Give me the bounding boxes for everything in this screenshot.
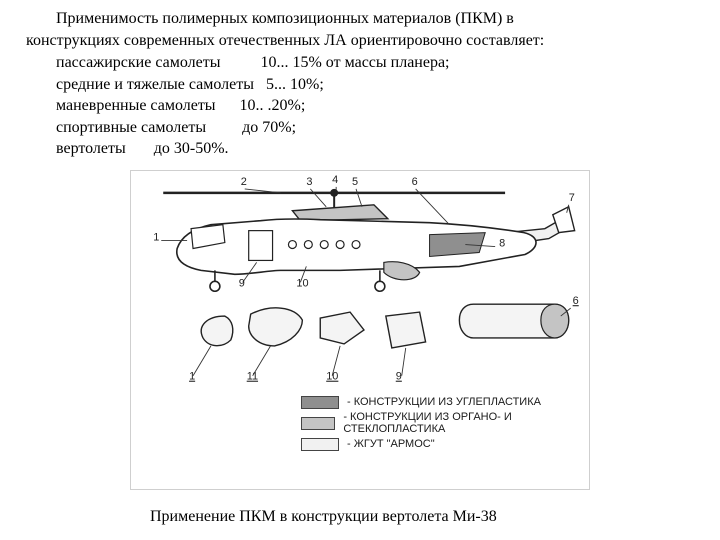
callout-number: 9: [239, 277, 245, 289]
intro-line-2: конструкциях современных отечественных Л…: [26, 30, 696, 52]
callout-number: 6: [412, 176, 418, 188]
detail-cowl_cover: [249, 308, 303, 346]
callout-line: [193, 346, 211, 376]
intro-paragraph: Применимость полимерных композиционных м…: [26, 8, 696, 51]
callout-number: 10: [326, 371, 338, 383]
detail-panel: [386, 312, 426, 348]
callout-number: 10: [296, 277, 308, 289]
list-item: маневренные самолеты 10.. .20%;: [56, 95, 450, 117]
callout-number: 7: [569, 192, 575, 204]
legend-row: - КОНСТРУКЦИИ ИЗ УГЛЕПЛАСТИКА: [301, 393, 589, 411]
figure-frame: 123456789101111096 - КОНСТРУКЦИИ ИЗ УГЛЕ…: [130, 170, 590, 490]
list-item: вертолеты до 30-50%.: [56, 138, 450, 160]
gear-wheel: [210, 281, 220, 291]
legend: - КОНСТРУКЦИИ ИЗ УГЛЕПЛАСТИКА - КОНСТРУКЦ…: [301, 393, 589, 456]
callout-number: 11: [247, 371, 258, 383]
legend-swatch: [301, 438, 339, 451]
callout-line: [356, 189, 362, 207]
detail-nose_cone: [201, 316, 233, 346]
callout-line: [310, 189, 326, 207]
list-item: спортивные самолеты до 70%;: [56, 117, 450, 139]
callout-number: 8: [499, 238, 505, 250]
detail-duct: [320, 312, 364, 344]
legend-label: - ЖГУТ "АРМОС": [347, 438, 435, 450]
list-item: средние и тяжелые самолеты 5... 10%;: [56, 74, 450, 96]
applicability-list: пассажирские самолеты 10... 15% от массы…: [56, 52, 450, 160]
rear-panel: [430, 233, 486, 257]
list-item: пассажирские самолеты 10... 15% от массы…: [56, 52, 450, 74]
callout-number: 1: [189, 371, 195, 383]
figure-caption: Применение ПКМ в конструкции вертолета М…: [150, 508, 497, 526]
callout-number: 6: [573, 295, 579, 307]
legend-label: - КОНСТРУКЦИИ ИЗ УГЛЕПЛАСТИКА: [347, 396, 541, 408]
intro-line-1: Применимость полимерных композиционных м…: [26, 8, 696, 30]
callout-number: 3: [306, 176, 312, 188]
legend-row: - ЖГУТ "АРМОС": [301, 435, 589, 453]
legend-swatch: [301, 417, 335, 430]
legend-row: - КОНСТРУКЦИИ ИЗ ОРГАНО- И СТЕКЛОПЛАСТИК…: [301, 414, 589, 432]
callout-number: 1: [153, 232, 159, 244]
fuselage: [177, 219, 536, 274]
callout-number: 5: [352, 176, 358, 188]
callout-number: 9: [396, 371, 402, 383]
detail-tailboom_tube-endcap: [541, 304, 569, 338]
engine-cowling: [292, 205, 387, 221]
legend-label: - КОНСТРУКЦИИ ИЗ ОРГАНО- И СТЕКЛОПЛАСТИК…: [343, 411, 589, 435]
callout-line: [402, 348, 406, 376]
callout-number: 4: [332, 174, 338, 186]
callout-line: [416, 189, 450, 225]
gear-wheel: [375, 281, 385, 291]
legend-swatch: [301, 396, 339, 409]
callout-number: 2: [241, 176, 247, 188]
